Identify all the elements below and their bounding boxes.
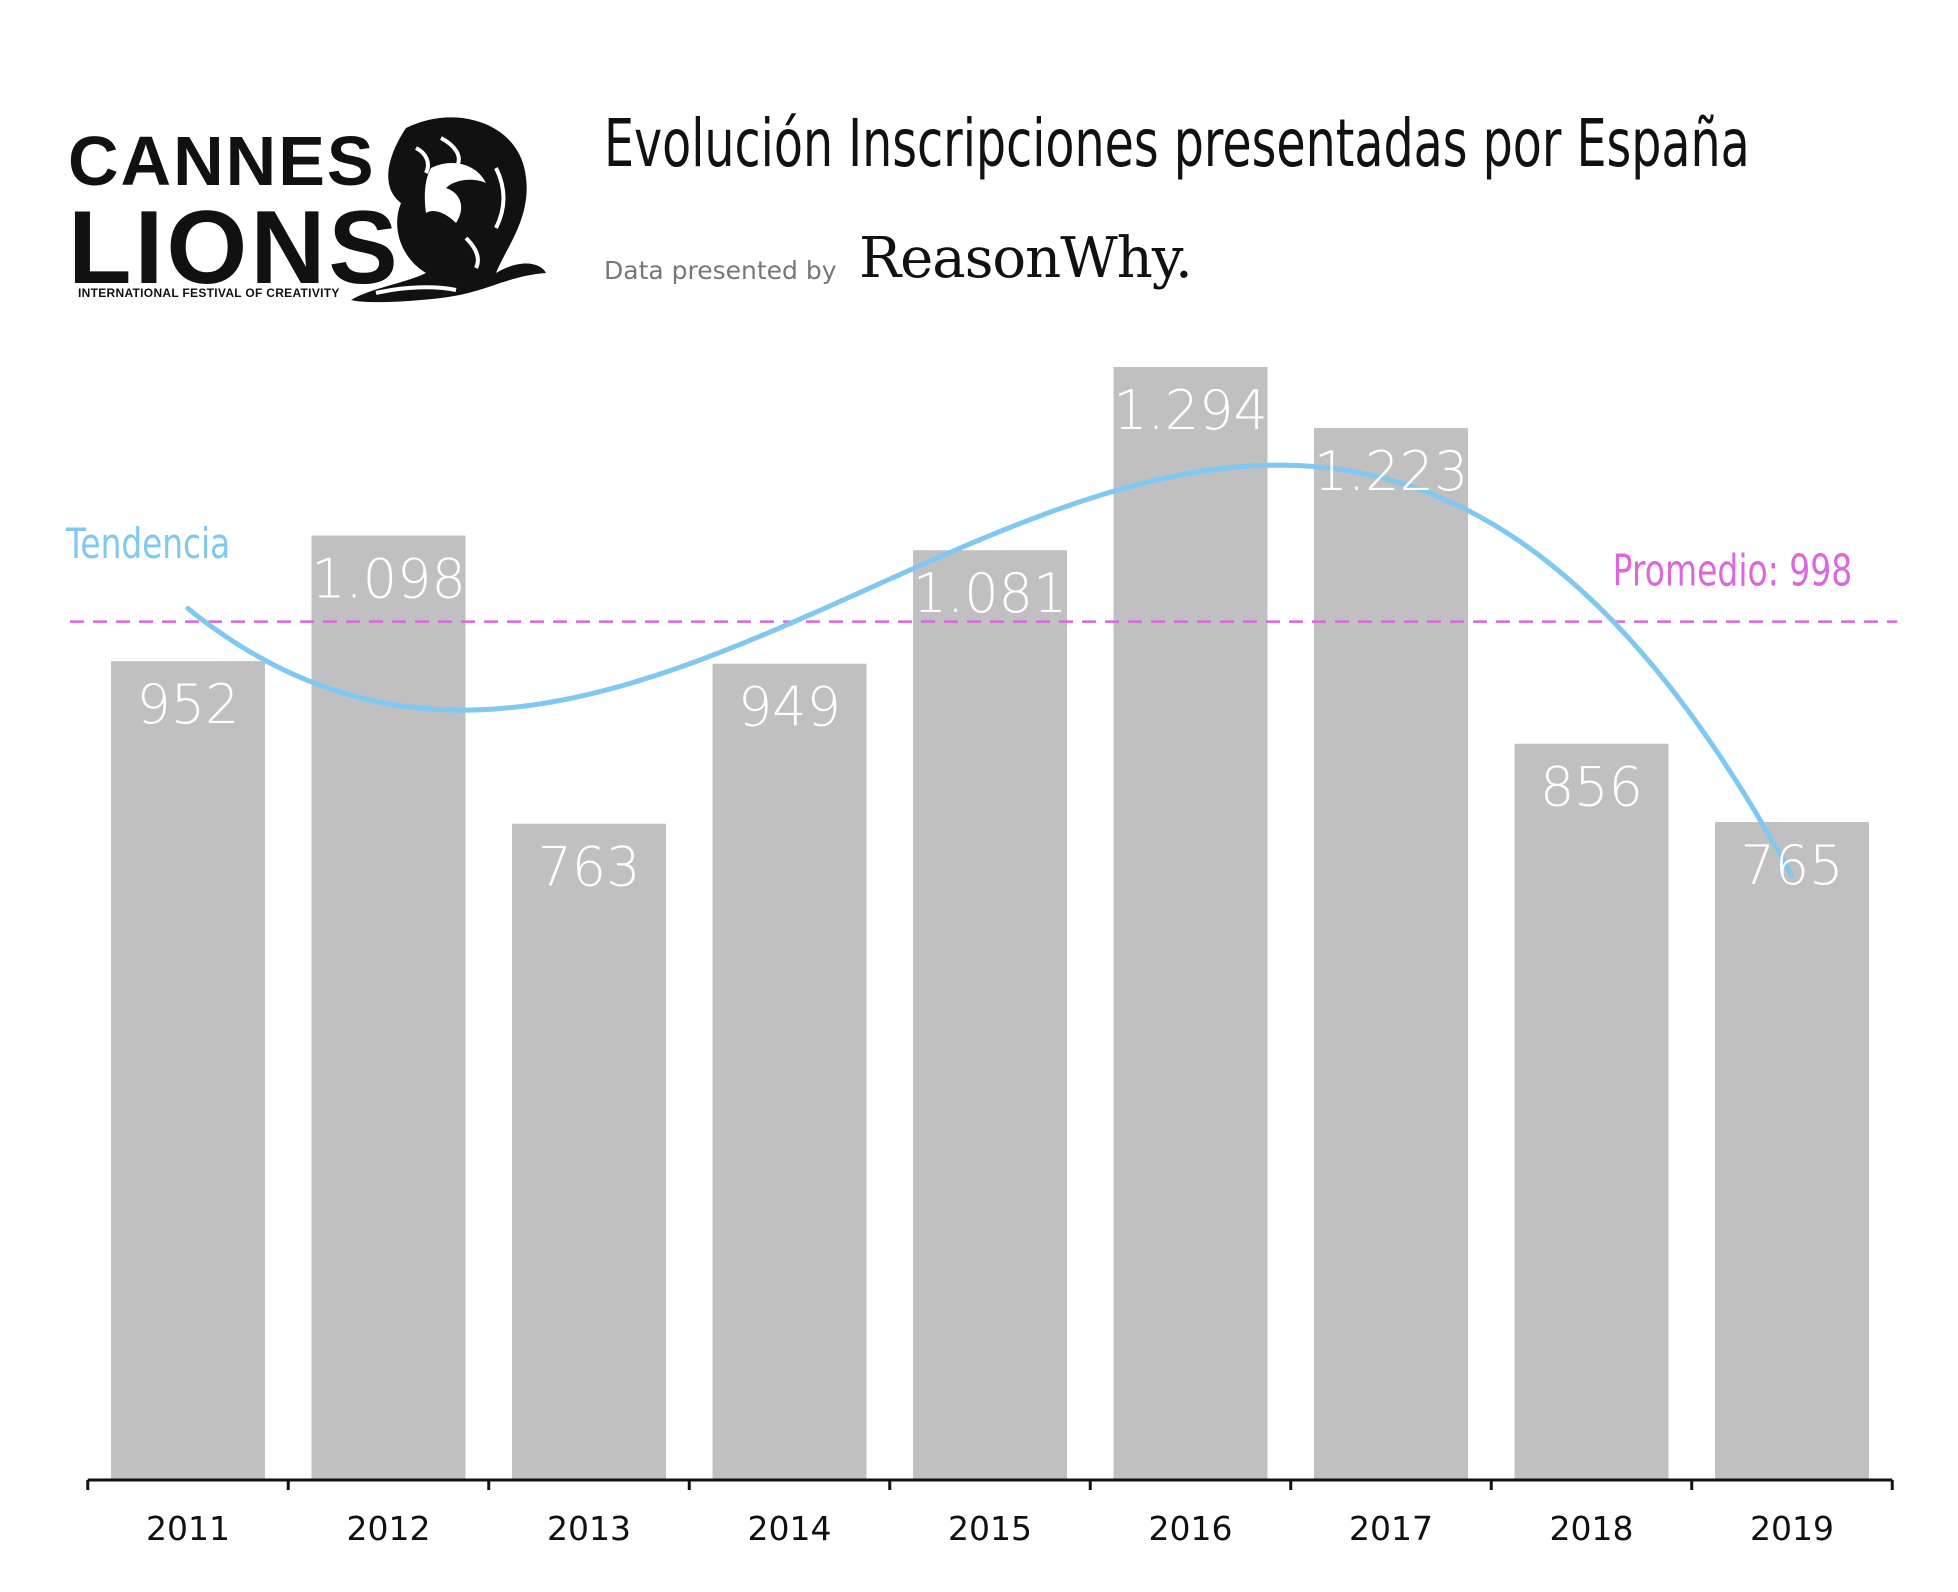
value-label-2015: 1.081	[913, 562, 1068, 625]
logo-text-cannes: CANNES	[68, 122, 376, 200]
x-tick-label-2015: 2015	[948, 1509, 1032, 1548]
value-label-2019: 765	[1740, 834, 1843, 897]
x-tick-label-2012: 2012	[347, 1509, 431, 1548]
average-label: Promedio: 998	[1613, 546, 1853, 597]
x-tick-label-2011: 2011	[146, 1509, 230, 1548]
value-label-2018: 856	[1540, 756, 1643, 819]
bar-2019	[1715, 822, 1869, 1480]
value-labels-layer: 952 1.098 763 949 1.081 1.294 1.223 856 765	[136, 379, 1843, 899]
lion-head-icon	[351, 117, 546, 303]
x-axis: 2011 2012 2013 2014 2015 2016 2017 2018 2019	[86, 1478, 1894, 1548]
bar-2011	[111, 661, 265, 1480]
presented-by-label: Data presented by	[604, 256, 837, 285]
cannes-lions-logo: CANNES LIONS INTERNATIONAL FESTIVAL OF C…	[68, 108, 548, 313]
logo-tagline: INTERNATIONAL FESTIVAL OF CREATIVITY	[78, 286, 340, 300]
x-tick-label-2019: 2019	[1750, 1509, 1834, 1548]
x-tick-label-2014: 2014	[748, 1509, 832, 1548]
value-label-2017: 1.223	[1314, 440, 1469, 503]
reasonwhy-logo: ReasonWhy.	[859, 226, 1193, 291]
trend-layer: Tendencia	[65, 462, 1795, 879]
value-label-2011: 952	[136, 673, 239, 736]
bar-2016	[1113, 367, 1268, 1480]
bar-2015	[913, 550, 1067, 1480]
bars-layer	[111, 367, 1869, 1480]
x-tick-label-2017: 2017	[1349, 1509, 1433, 1548]
trend-label: Tendencia	[65, 519, 230, 568]
x-tick-label-2013: 2013	[547, 1509, 631, 1548]
logo-text-lions: LIONS	[68, 190, 401, 306]
value-label-2014: 949	[738, 676, 841, 739]
x-tick-label-2018: 2018	[1550, 1509, 1634, 1548]
average-layer: Promedio: 998	[70, 546, 1898, 623]
trend-line	[185, 462, 1795, 879]
value-label-2016: 1.294	[1113, 379, 1268, 442]
chart-title: Evolución Inscripciones presentadas por …	[604, 105, 1750, 182]
x-tick-label-2016: 2016	[1149, 1509, 1233, 1548]
value-label-2013: 763	[537, 836, 640, 899]
bar-2014	[712, 663, 867, 1480]
bar-2018	[1514, 743, 1669, 1480]
bar-2017	[1314, 428, 1468, 1480]
value-label-2012: 1.098	[311, 548, 466, 611]
bar-2012	[311, 535, 466, 1480]
bar-2013	[512, 823, 666, 1480]
